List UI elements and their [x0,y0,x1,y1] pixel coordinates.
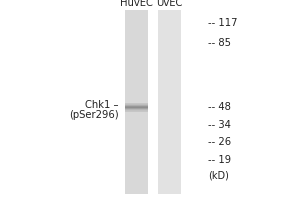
Bar [125,110,148,111]
Bar [158,10,181,194]
Text: -- 26: -- 26 [208,137,232,147]
Text: (kD): (kD) [208,170,230,180]
Text: HuvEC: HuvEC [120,0,153,8]
Bar [125,108,148,109]
Text: -- 85: -- 85 [208,38,232,48]
Bar [125,103,148,104]
Text: Chk1 –: Chk1 – [85,100,118,110]
Bar [125,111,148,112]
Text: UvEC: UvEC [156,0,183,8]
Bar [125,107,148,108]
Bar [125,109,148,110]
Text: (pSer296): (pSer296) [69,110,118,120]
Text: -- 117: -- 117 [208,18,238,28]
Text: -- 34: -- 34 [208,120,231,130]
Bar [125,106,148,107]
Text: -- 48: -- 48 [208,102,231,112]
Bar [125,10,148,194]
Bar [125,105,148,106]
Bar [125,104,148,105]
Text: -- 19: -- 19 [208,155,232,165]
